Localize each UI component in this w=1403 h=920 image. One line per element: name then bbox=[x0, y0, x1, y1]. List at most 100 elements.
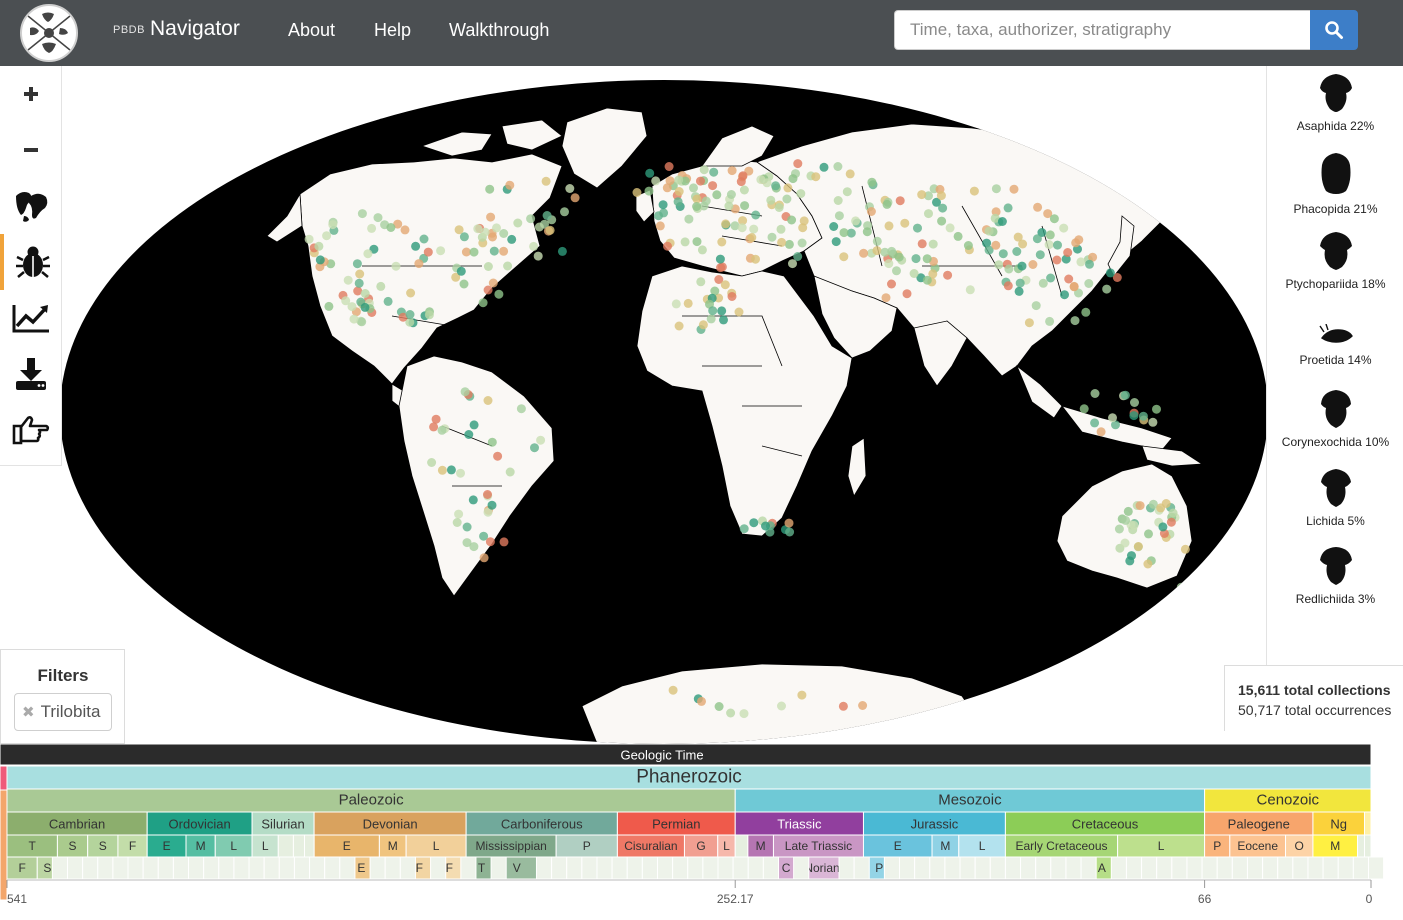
collection-point[interactable] bbox=[833, 196, 843, 205]
collection-point[interactable] bbox=[391, 261, 401, 271]
collection-point[interactable] bbox=[716, 263, 726, 273]
collection-point[interactable] bbox=[1076, 257, 1086, 267]
collection-point[interactable] bbox=[858, 701, 868, 710]
collection-point[interactable] bbox=[1148, 499, 1158, 509]
collection-point[interactable] bbox=[726, 708, 736, 718]
collection-point[interactable] bbox=[706, 314, 716, 324]
collection-point[interactable] bbox=[1038, 278, 1048, 288]
collection-point[interactable] bbox=[1108, 413, 1117, 423]
collection-point[interactable] bbox=[513, 218, 523, 228]
collection-point[interactable] bbox=[684, 214, 694, 224]
collection-point[interactable] bbox=[665, 176, 675, 186]
collection-point[interactable] bbox=[446, 465, 456, 475]
collection-point[interactable] bbox=[1129, 411, 1139, 421]
age[interactable] bbox=[142, 856, 159, 880]
collection-point[interactable] bbox=[720, 280, 730, 290]
collection-point[interactable] bbox=[932, 197, 941, 207]
precambrian-strip[interactable] bbox=[0, 765, 8, 791]
collection-point[interactable] bbox=[738, 171, 748, 181]
taxa-button[interactable] bbox=[0, 234, 61, 290]
collection-point[interactable] bbox=[360, 302, 370, 312]
collection-point[interactable] bbox=[664, 162, 674, 171]
collection-point[interactable] bbox=[436, 246, 446, 256]
collection-point[interactable] bbox=[314, 241, 324, 251]
collection-point[interactable] bbox=[692, 237, 702, 247]
collection-point[interactable] bbox=[542, 211, 552, 220]
epoch[interactable] bbox=[304, 834, 315, 858]
collection-point[interactable] bbox=[526, 214, 536, 224]
age[interactable] bbox=[112, 856, 129, 880]
age[interactable] bbox=[82, 856, 99, 880]
nav-walkthrough-link[interactable]: Walkthrough bbox=[449, 20, 550, 40]
collection-point[interactable] bbox=[1064, 274, 1074, 284]
collection-point[interactable] bbox=[1144, 529, 1153, 539]
collection-point[interactable] bbox=[777, 237, 787, 247]
collection-point[interactable] bbox=[1069, 282, 1079, 292]
age[interactable] bbox=[717, 856, 734, 880]
age[interactable] bbox=[324, 856, 341, 880]
collection-point[interactable] bbox=[349, 314, 359, 324]
collection-point[interactable] bbox=[924, 209, 933, 219]
collection-point[interactable] bbox=[819, 162, 829, 172]
collection-point[interactable] bbox=[315, 262, 325, 272]
collection-point[interactable] bbox=[1059, 223, 1069, 233]
collection-point[interactable] bbox=[541, 176, 551, 186]
collection-point[interactable] bbox=[492, 223, 501, 233]
collection-point[interactable] bbox=[696, 277, 706, 287]
collection-point[interactable] bbox=[793, 252, 803, 261]
collection-point[interactable] bbox=[751, 210, 761, 220]
collection-point[interactable] bbox=[494, 289, 504, 299]
collection-point[interactable] bbox=[322, 231, 332, 241]
collection-point[interactable] bbox=[459, 279, 469, 289]
collection-point[interactable] bbox=[1004, 264, 1014, 274]
collection-point[interactable] bbox=[557, 246, 567, 256]
collection-point[interactable] bbox=[715, 254, 725, 264]
collection-point[interactable] bbox=[1031, 301, 1041, 311]
age[interactable] bbox=[51, 856, 69, 880]
collection-point[interactable] bbox=[783, 183, 793, 193]
collection-point[interactable] bbox=[1014, 286, 1024, 296]
age[interactable] bbox=[853, 856, 870, 880]
pbdb-logo[interactable] bbox=[20, 4, 78, 62]
collection-point[interactable] bbox=[938, 203, 948, 213]
collection-point[interactable] bbox=[1090, 389, 1100, 398]
collection-point[interactable] bbox=[917, 239, 927, 249]
collection-point[interactable] bbox=[355, 269, 365, 279]
collection-point[interactable] bbox=[833, 162, 843, 171]
collection-point[interactable] bbox=[454, 225, 464, 235]
collection-point[interactable] bbox=[1060, 290, 1069, 300]
collection-point[interactable] bbox=[1003, 281, 1013, 291]
collection-point[interactable] bbox=[451, 272, 461, 282]
collection-point[interactable] bbox=[937, 216, 947, 226]
collection-point[interactable] bbox=[990, 213, 1000, 223]
collection-point[interactable] bbox=[692, 202, 702, 211]
collection-point[interactable] bbox=[697, 696, 706, 706]
age[interactable] bbox=[172, 856, 190, 880]
age[interactable] bbox=[687, 856, 704, 880]
age[interactable] bbox=[959, 856, 976, 880]
collection-point[interactable] bbox=[839, 252, 849, 262]
collection-point[interactable] bbox=[493, 451, 503, 461]
epoch[interactable] bbox=[292, 834, 306, 858]
taxon-proetida[interactable]: Proetida 14% bbox=[1267, 323, 1403, 367]
collection-point[interactable] bbox=[692, 194, 702, 204]
collection-point[interactable] bbox=[846, 228, 856, 238]
age[interactable] bbox=[1050, 856, 1067, 880]
collection-point[interactable] bbox=[922, 275, 932, 285]
collection-point[interactable] bbox=[913, 223, 922, 233]
epoch[interactable] bbox=[1357, 834, 1365, 858]
age[interactable] bbox=[1231, 856, 1248, 880]
zoom-in-button[interactable] bbox=[0, 66, 61, 122]
collection-point[interactable] bbox=[726, 190, 736, 199]
collection-point[interactable] bbox=[414, 259, 424, 269]
age[interactable] bbox=[611, 856, 628, 880]
collection-point[interactable] bbox=[486, 212, 496, 222]
collection-point[interactable] bbox=[1015, 278, 1025, 288]
age[interactable] bbox=[793, 856, 810, 880]
collection-point[interactable] bbox=[917, 190, 927, 200]
collection-point[interactable] bbox=[689, 183, 698, 193]
collection-point[interactable] bbox=[304, 234, 314, 244]
statistics-button[interactable] bbox=[0, 290, 61, 346]
collection-point[interactable] bbox=[714, 702, 724, 711]
collection-point[interactable] bbox=[984, 245, 994, 255]
